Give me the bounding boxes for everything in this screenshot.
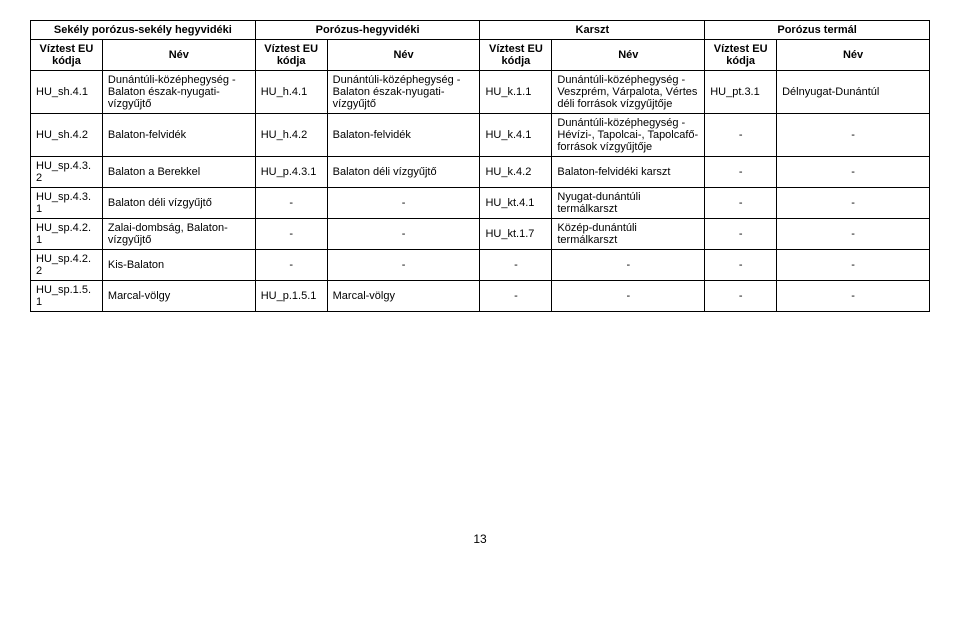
cell-code: HU_sp.4.3.1: [31, 188, 103, 219]
cell-code: -: [705, 188, 777, 219]
cell-code: HU_kt.4.1: [480, 188, 552, 219]
cell-code: -: [480, 250, 552, 281]
sub-header-row: Víztest EU kódja Név Víztest EU kódja Né…: [31, 40, 930, 71]
group-header-1: Sekély porózus-sekély hegyvidéki: [31, 21, 256, 40]
cell-name: Zalai-dombság, Balaton-vízgyűjtő: [102, 219, 255, 250]
table-row: HU_sp.4.2.1Zalai-dombság, Balaton-vízgyű…: [31, 219, 930, 250]
table-body: HU_sh.4.1Dunántúli-középhegység - Balato…: [31, 71, 930, 312]
col-code-1: Víztest EU kódja: [31, 40, 103, 71]
cell-code: -: [255, 219, 327, 250]
cell-name: Balaton a Berekkel: [102, 157, 255, 188]
cell-code: -: [705, 281, 777, 312]
cell-name: Balaton-felvidék: [327, 114, 480, 157]
cell-name: Közép-dunántúli termálkarszt: [552, 219, 705, 250]
cell-code: HU_p.4.3.1: [255, 157, 327, 188]
cell-code: HU_pt.3.1: [705, 71, 777, 114]
cell-name: Dunántúli-középhegység - Balaton észak-n…: [327, 71, 480, 114]
col-name-1: Név: [102, 40, 255, 71]
cell-name: -: [777, 188, 930, 219]
group-header-3: Karszt: [480, 21, 705, 40]
col-code-2: Víztest EU kódja: [255, 40, 327, 71]
cell-name: Kis-Balaton: [102, 250, 255, 281]
cell-name: Balaton-felvidék: [102, 114, 255, 157]
col-name-2: Név: [327, 40, 480, 71]
cell-name: Balaton-felvidéki karszt: [552, 157, 705, 188]
cell-code: HU_kt.1.7: [480, 219, 552, 250]
cell-code: HU_sp.4.3.2: [31, 157, 103, 188]
cell-name: Dunántúli-középhegység - Hévízi-, Tapolc…: [552, 114, 705, 157]
cell-code: HU_sp.4.2.1: [31, 219, 103, 250]
group-header-4: Porózus termál: [705, 21, 930, 40]
page-number: 13: [30, 532, 930, 546]
cell-name: Balaton déli vízgyűjtő: [327, 157, 480, 188]
table-row: HU_sp.1.5.1Marcal-völgyHU_p.1.5.1Marcal-…: [31, 281, 930, 312]
col-name-3: Név: [552, 40, 705, 71]
water-bodies-table: Sekély porózus-sekély hegyvidéki Porózus…: [30, 20, 930, 312]
cell-name: Délnyugat-Dunántúl: [777, 71, 930, 114]
cell-code: -: [705, 250, 777, 281]
cell-name: Nyugat-dunántúli termálkarszt: [552, 188, 705, 219]
cell-name: -: [777, 219, 930, 250]
group-header-row: Sekély porózus-sekély hegyvidéki Porózus…: [31, 21, 930, 40]
col-code-3: Víztest EU kódja: [480, 40, 552, 71]
cell-name: -: [327, 188, 480, 219]
table-row: HU_sh.4.1Dunántúli-középhegység - Balato…: [31, 71, 930, 114]
col-name-4: Név: [777, 40, 930, 71]
cell-name: Marcal-völgy: [102, 281, 255, 312]
cell-code: -: [255, 188, 327, 219]
cell-name: Dunántúli-középhegység -Veszprém, Várpal…: [552, 71, 705, 114]
cell-code: HU_sp.4.2.2: [31, 250, 103, 281]
cell-code: HU_sh.4.2: [31, 114, 103, 157]
cell-name: -: [777, 114, 930, 157]
cell-name: -: [327, 219, 480, 250]
cell-name: Dunántúli-középhegység - Balaton észak-n…: [102, 71, 255, 114]
cell-name: -: [777, 281, 930, 312]
cell-code: -: [705, 157, 777, 188]
cell-code: HU_h.4.2: [255, 114, 327, 157]
cell-code: HU_h.4.1: [255, 71, 327, 114]
cell-code: HU_sp.1.5.1: [31, 281, 103, 312]
cell-code: HU_k.4.2: [480, 157, 552, 188]
table-row: HU_sp.4.2.2Kis-Balaton------: [31, 250, 930, 281]
cell-code: HU_k.4.1: [480, 114, 552, 157]
group-header-2: Porózus-hegyvidéki: [255, 21, 480, 40]
cell-name: Marcal-völgy: [327, 281, 480, 312]
cell-code: HU_k.1.1: [480, 71, 552, 114]
cell-code: HU_sh.4.1: [31, 71, 103, 114]
cell-name: -: [777, 157, 930, 188]
cell-name: Balaton déli vízgyűjtő: [102, 188, 255, 219]
cell-code: -: [255, 250, 327, 281]
cell-name: -: [327, 250, 480, 281]
col-code-4: Víztest EU kódja: [705, 40, 777, 71]
table-row: HU_sp.4.3.1Balaton déli vízgyűjtő--HU_kt…: [31, 188, 930, 219]
table-row: HU_sh.4.2Balaton-felvidékHU_h.4.2Balaton…: [31, 114, 930, 157]
table-row: HU_sp.4.3.2Balaton a BerekkelHU_p.4.3.1B…: [31, 157, 930, 188]
cell-code: -: [705, 114, 777, 157]
cell-code: HU_p.1.5.1: [255, 281, 327, 312]
cell-name: -: [777, 250, 930, 281]
cell-code: -: [480, 281, 552, 312]
cell-code: -: [705, 219, 777, 250]
cell-name: -: [552, 281, 705, 312]
cell-name: -: [552, 250, 705, 281]
